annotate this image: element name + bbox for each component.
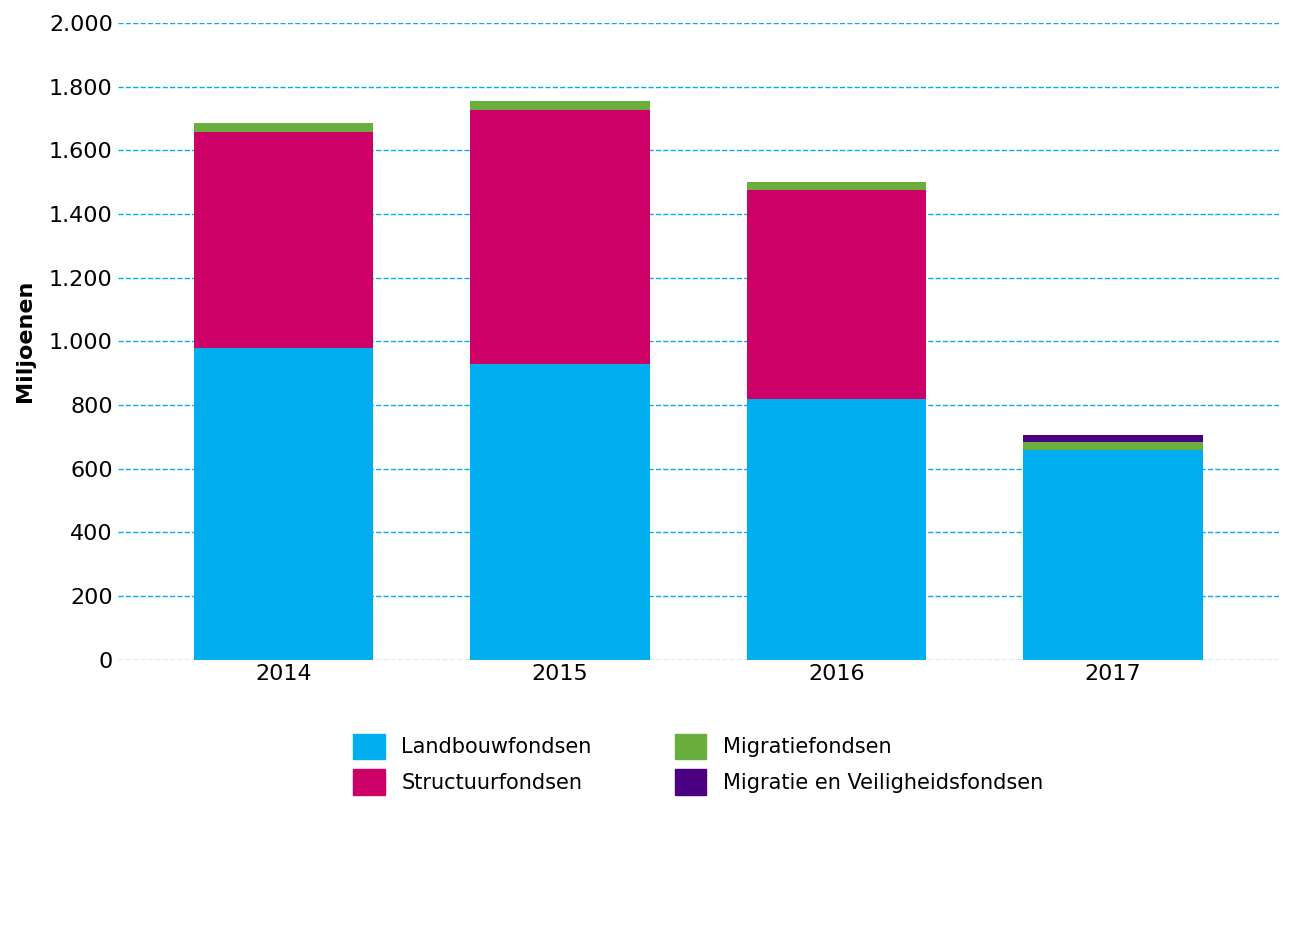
Bar [1024, 435, 1203, 441]
Bar [470, 101, 650, 109]
Y-axis label: Miljoenen: Miljoenen [16, 280, 35, 403]
Bar [747, 190, 927, 399]
Bar [747, 182, 927, 190]
Bar [1024, 450, 1203, 660]
Bar [194, 123, 374, 132]
Bar [1024, 441, 1203, 450]
Legend: Landbouwfondsen, Structuurfondsen, Migratiefondsen, Migratie en Veiligheidsfonds: Landbouwfondsen, Structuurfondsen, Migra… [353, 734, 1043, 795]
Bar [470, 109, 650, 364]
Bar [194, 132, 374, 348]
Bar [470, 364, 650, 660]
Bar [747, 399, 927, 660]
Bar [194, 348, 374, 660]
